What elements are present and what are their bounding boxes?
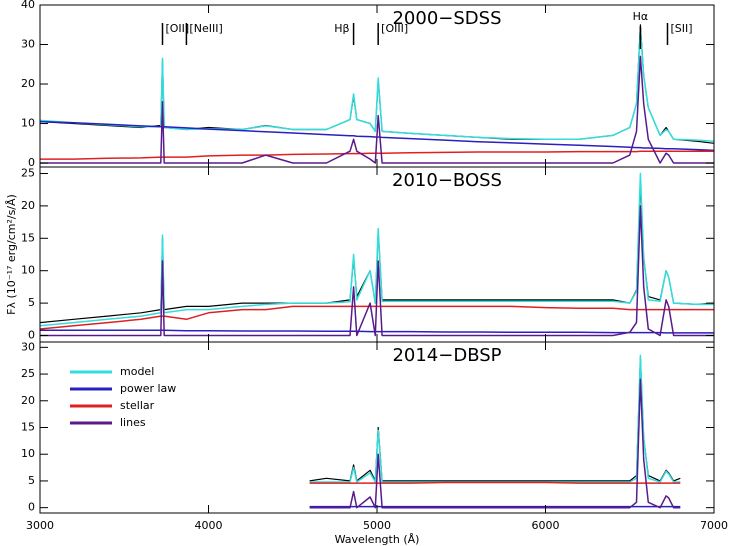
line-label: Hβ — [334, 22, 349, 35]
x-tick-label: 6000 — [532, 519, 560, 532]
y-tick-label: 15 — [21, 421, 35, 434]
x-tick-label: 4000 — [195, 519, 223, 532]
y-tick-label: 30 — [21, 38, 35, 51]
x-tick-label: 3000 — [26, 519, 54, 532]
spectrum-line — [40, 55, 714, 164]
y-tick-label: 0 — [28, 329, 35, 342]
y-tick-label: 25 — [21, 367, 35, 380]
y-tick-label: 30 — [21, 340, 35, 353]
x-tick-label: 7000 — [700, 519, 728, 532]
y-tick-label: 0 — [28, 156, 35, 169]
y-tick-label: 10 — [21, 117, 35, 130]
spectrum-line — [309, 378, 681, 509]
spectrum-line — [39, 172, 714, 327]
spectrum-line — [39, 27, 715, 143]
line-label: [OII] — [165, 22, 189, 35]
y-tick-label: 40 — [21, 0, 35, 11]
y-tick-label: 15 — [21, 231, 35, 244]
x-tick-label: 5000 — [363, 519, 391, 532]
legend-label: model — [120, 365, 154, 378]
y-tick-label: 5 — [28, 474, 35, 487]
y-tick-label: 25 — [21, 166, 35, 179]
line-label: [NeIII] — [189, 22, 222, 35]
spectrum-line — [309, 354, 681, 483]
panel-title: 2014−DBSP — [392, 345, 501, 366]
spectrum-line — [40, 329, 714, 334]
spectrum-line — [309, 357, 681, 482]
y-tick-label: 10 — [21, 447, 35, 460]
spectrum-line — [309, 481, 681, 484]
y-axis-label: Fλ (10⁻¹⁷ erg/cm²/s/Å) — [5, 194, 18, 315]
y-tick-label: 20 — [21, 77, 35, 90]
spectrum-line — [40, 205, 714, 337]
line-label: [SII] — [670, 22, 692, 35]
panel-title: 2000−SDSS — [392, 8, 501, 29]
x-axis-label: Wavelength (Å) — [335, 533, 420, 546]
spectrum-line — [40, 150, 714, 160]
y-tick-label: 20 — [21, 394, 35, 407]
line-label: Hα — [633, 10, 649, 23]
legend-label: lines — [120, 416, 146, 429]
legend-label: power law — [120, 382, 176, 395]
legend-label: stellar — [120, 399, 155, 412]
y-tick-label: 10 — [21, 264, 35, 277]
y-tick-label: 5 — [28, 296, 35, 309]
line-label: [OIII] — [381, 22, 408, 35]
panel-title: 2010−BOSS — [392, 170, 502, 191]
y-tick-label: 20 — [21, 199, 35, 212]
y-tick-label: 0 — [28, 501, 35, 514]
